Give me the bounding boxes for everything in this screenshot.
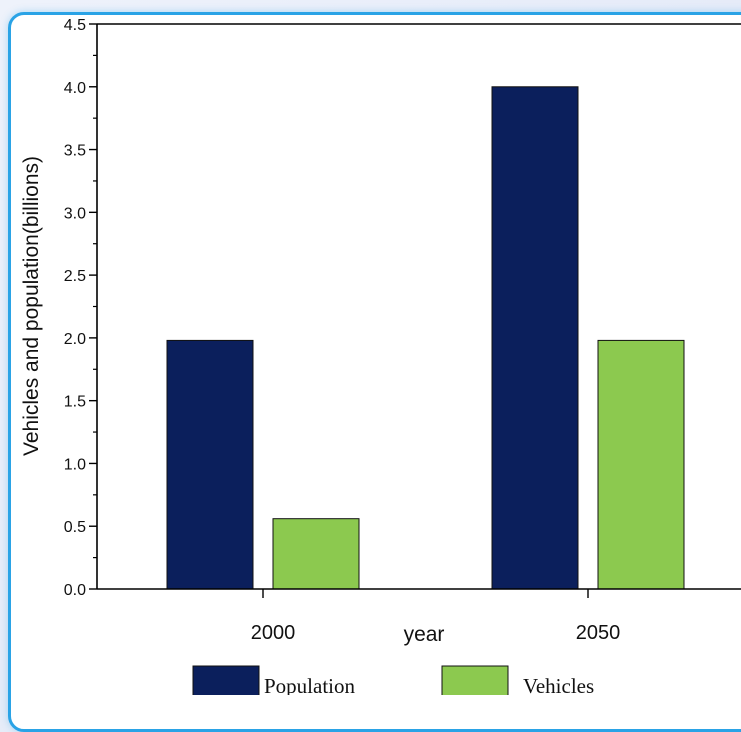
- legend-label-vehicles: Vehicles: [523, 674, 594, 695]
- y-axis-title: Vehicles and population(billions): [20, 156, 43, 456]
- bar-vehicles-2050: [597, 339, 685, 590]
- bar-population-2050: [491, 86, 579, 590]
- x-axis-category-ticks: [262, 589, 589, 598]
- bars: [166, 86, 685, 590]
- y-tick-label: 1.0: [64, 456, 86, 473]
- legend-swatch-vehicles: [441, 665, 509, 695]
- x-axis-title: year: [404, 623, 445, 646]
- bar-population-2000: [166, 339, 254, 590]
- y-tick-label: 3.5: [64, 143, 86, 160]
- y-axis-ticks: 0.0 0.5 1.0 1.5 2.0 2.5 3.0 3.5 4.0 4.5: [64, 17, 97, 599]
- y-tick-label: 4.5: [64, 17, 86, 34]
- x-tick-label-2050: 2050: [576, 622, 621, 644]
- x-axis-labels: 2000 2050: [251, 622, 621, 644]
- y-tick-label: 0.5: [64, 519, 86, 536]
- y-tick-label: 3.0: [64, 205, 86, 222]
- x-tick-label-2000: 2000: [251, 622, 296, 644]
- bar-chart: 0.00.51.01.52.02.53.03.54.04.5 2000 2050 …: [20, 17, 741, 695]
- legend-label-population: Population: [264, 674, 356, 695]
- legend-swatch-population: [192, 665, 260, 695]
- bar-vehicles-2000: [272, 518, 360, 590]
- y-tick-label: 2.0: [64, 331, 86, 348]
- y-tick-label: 2.5: [64, 268, 86, 285]
- y-tick-label: 0.0: [64, 582, 86, 599]
- legend: Population Vehicles: [192, 665, 594, 695]
- y-tick-label: 1.5: [64, 394, 86, 411]
- y-tick-label: 4.0: [64, 80, 86, 97]
